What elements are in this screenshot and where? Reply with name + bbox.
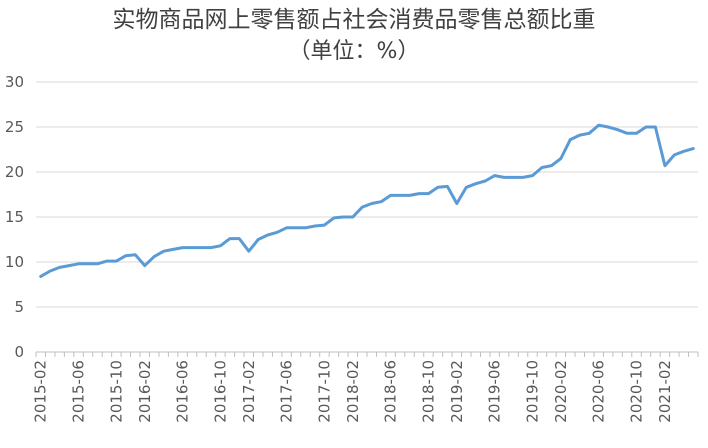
x-tick-label: 2016-02: [136, 360, 154, 423]
chart-subtitle: （单位：%）: [288, 39, 420, 64]
y-tick-label: 10: [5, 253, 24, 271]
x-tick-label: 2015-02: [32, 360, 50, 423]
x-tick-label: 2020-10: [628, 360, 646, 423]
x-tick-label: 2017-10: [315, 360, 333, 423]
x-tick-label: 2017-06: [278, 360, 296, 423]
x-tick-label: 2020-02: [552, 360, 570, 423]
x-tick-label: 2019-02: [448, 360, 466, 423]
x-tick-label: 2015-10: [107, 360, 125, 423]
x-tick-label: 2016-06: [174, 360, 192, 423]
chart-title: 实物商品网上零售额占社会消费品零售总额比重: [112, 7, 596, 33]
x-tick-label: 2021-02: [656, 360, 674, 423]
x-tick-label: 2016-10: [211, 360, 229, 423]
y-tick-label: 20: [5, 163, 24, 181]
x-tick-label: 2018-10: [419, 360, 437, 423]
x-tick-label: 2020-06: [590, 360, 608, 423]
y-tick-label: 25: [5, 118, 24, 136]
x-tick-label: 2019-10: [524, 360, 542, 423]
series-line: [39, 123, 695, 278]
x-tick-label: 2018-02: [344, 360, 362, 423]
x-tick-label: 2018-06: [382, 360, 400, 423]
y-tick-label: 0: [14, 343, 24, 361]
y-tick-label: 15: [5, 208, 24, 226]
y-tick-label: 30: [5, 73, 24, 91]
x-tick-label: 2015-06: [70, 360, 88, 423]
y-tick-label: 5: [14, 298, 24, 316]
x-tick-label: 2017-02: [240, 360, 258, 423]
x-tick-label: 2019-06: [486, 360, 504, 423]
